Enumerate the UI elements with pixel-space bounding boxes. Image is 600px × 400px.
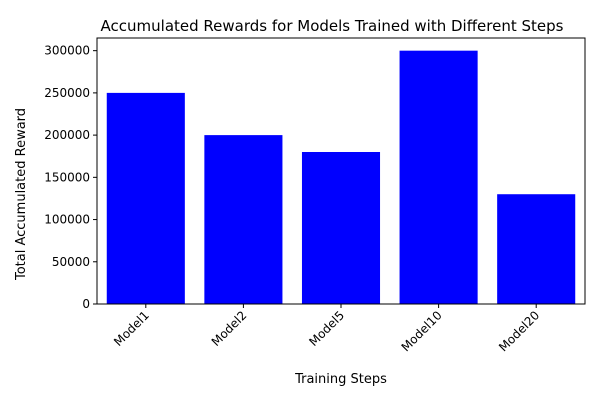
y-tick-label: 100000 (44, 213, 90, 227)
y-tick-label: 150000 (44, 170, 90, 184)
y-tick-label: 200000 (44, 128, 90, 142)
y-tick-label: 250000 (44, 86, 90, 100)
x-axis-label: Training Steps (294, 372, 387, 387)
plot-area: 0 50000 100000 150000 200000 250000 300000 Mode… (44, 37, 586, 354)
y-axis-label: Total Accumulated Reward (14, 108, 29, 281)
bar-model1 (106, 92, 185, 304)
bar-model10 (399, 50, 478, 304)
y-tick-label: 0 (82, 297, 90, 311)
bar-model2 (204, 135, 283, 304)
x-tick-label: Model2 (209, 308, 250, 349)
x-tick-label: Model5 (306, 308, 347, 349)
chart-title: Accumulated Rewards for Models Trained w… (101, 17, 564, 35)
x-tick-label: Model1 (111, 308, 152, 349)
x-tick-label: Model20 (496, 308, 542, 354)
bar-model20 (497, 194, 576, 304)
y-tick-label: 300000 (44, 44, 90, 58)
bar-model5 (301, 152, 381, 304)
y-tick-label: 50000 (52, 255, 90, 269)
x-tick-label: Model10 (399, 308, 445, 354)
